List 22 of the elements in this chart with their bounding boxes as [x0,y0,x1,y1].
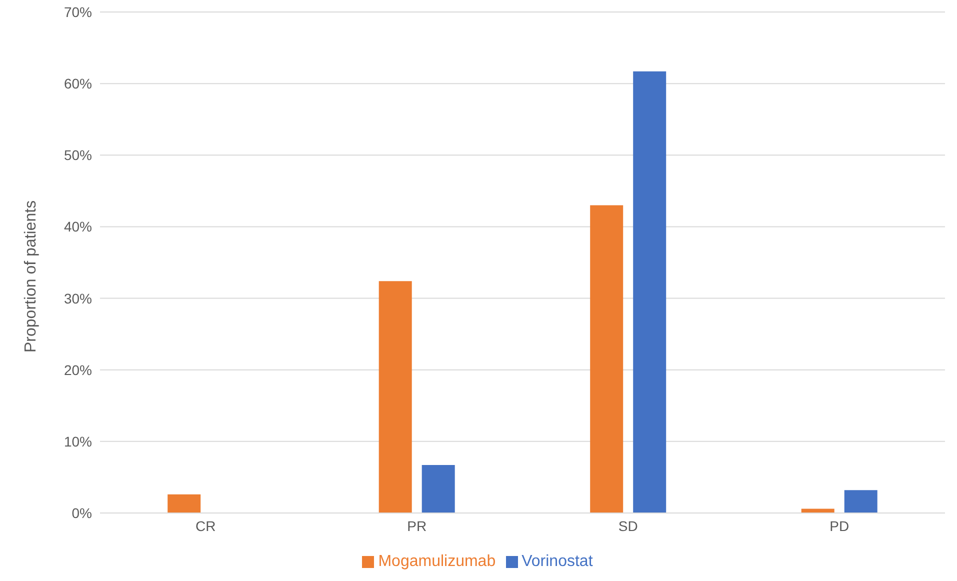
x-tick-label: PD [830,518,850,534]
bar [844,490,878,513]
bar [422,465,455,513]
bar [590,205,624,513]
y-tick-label: 30% [64,290,92,306]
legend-label: Mogamulizumab [378,553,496,570]
y-axis-title: Proportion of patients [22,200,40,352]
bar [168,494,201,513]
bar [378,281,412,513]
y-tick-label: 70% [64,4,92,20]
y-tick-label: 20% [64,362,92,378]
y-tick-label: 40% [64,218,92,235]
y-tick-label: 10% [64,433,92,450]
y-tick-label: 60% [64,76,92,92]
x-tick-label: CR [196,518,216,534]
y-tick-label: 50% [64,147,92,164]
y-tick-label: 0% [72,504,92,521]
bar [801,508,834,513]
x-tick-label: PR [407,518,427,534]
legend-label: Vorinostat [522,553,593,570]
bar [633,71,666,513]
x-tick-label: SD [618,518,638,534]
